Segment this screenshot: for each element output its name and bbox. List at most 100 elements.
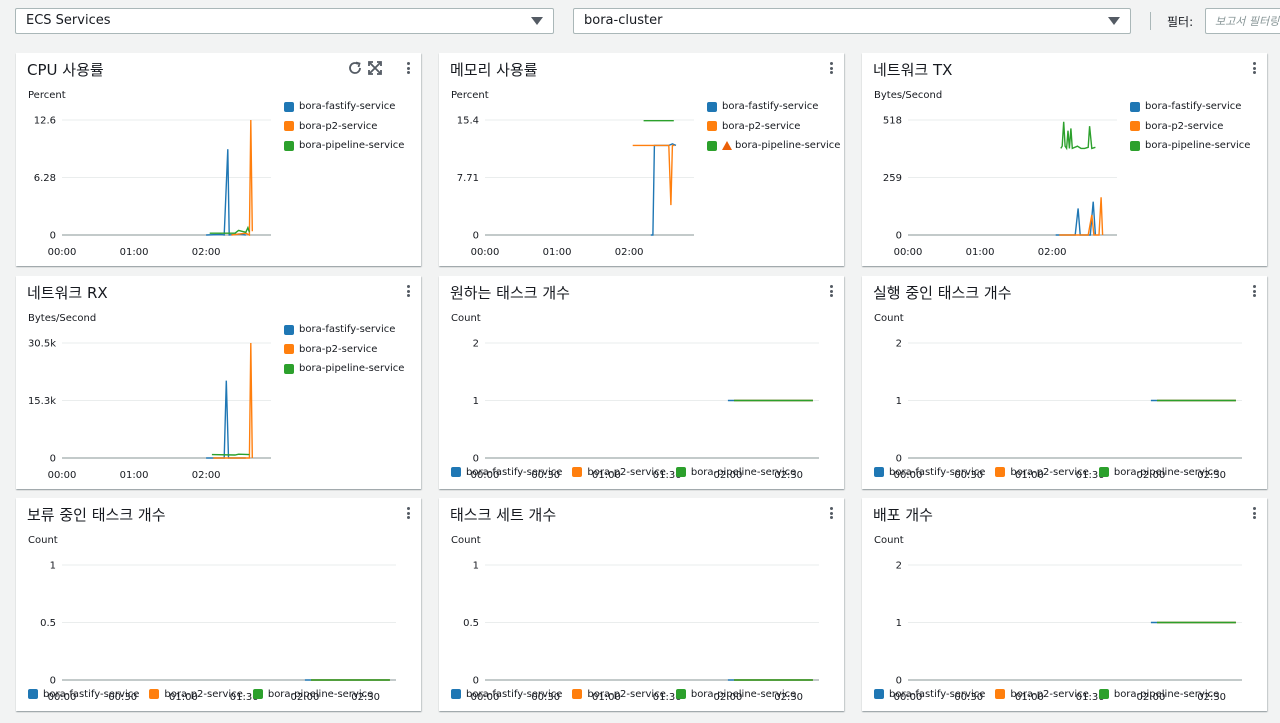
series-line [213, 342, 253, 459]
legend-label: bora-p2-service [587, 466, 666, 478]
legend-item[interactable]: bora-pipeline-service [675, 687, 796, 701]
x-tick-label: 01:30 [1076, 470, 1105, 481]
y-tick-label: 0 [50, 454, 56, 465]
x-tick-label: 02:00 [290, 692, 319, 703]
legend-item[interactable]: bora-fastify-service [284, 320, 421, 340]
kebab-menu-icon[interactable] [406, 507, 410, 519]
kebab-menu-icon[interactable] [406, 285, 410, 297]
legend-swatch [874, 689, 884, 699]
series-line [1059, 197, 1104, 236]
x-tick-label: 00:00 [894, 247, 923, 258]
kebab-menu-icon[interactable] [1252, 507, 1256, 519]
chart-legend: bora-fastify-service bora-p2-service bora-… [451, 465, 806, 479]
series-line [231, 119, 253, 237]
legend-item[interactable]: bora-p2-service [572, 465, 666, 479]
chart-legend: bora-fastify-service bora-p2-service bora-… [284, 97, 421, 156]
legend-swatch [252, 689, 263, 699]
legend-item[interactable]: bora-p2-service [284, 117, 421, 137]
legend-item[interactable]: bora-p2-service [572, 687, 666, 701]
chart-legend: bora-fastify-service bora-p2-service bora-… [874, 465, 1229, 479]
kebab-menu-icon[interactable] [1252, 285, 1256, 297]
x-tick-label: 01:00 [1015, 470, 1044, 481]
chart-panel: 배포 개수 Count 0 1 2 00:00 00:30 01:00 01:30 02:00 02… [862, 498, 1267, 711]
x-tick-label: 00:00 [471, 692, 500, 703]
fullscreen-icon[interactable] [367, 60, 383, 76]
panel-title: 원하는 태스크 개수 [450, 284, 570, 302]
refresh-icon[interactable] [347, 60, 363, 76]
legend-item[interactable]: bora-p2-service [1130, 117, 1267, 137]
legend-item[interactable]: bora-p2-service [284, 340, 421, 360]
service-select[interactable]: ECS Services [15, 8, 554, 34]
x-tick-label: 02:00 [713, 692, 742, 703]
legend-swatch [1130, 121, 1140, 132]
chart-legend: bora-fastify-service bora-p2-service bora-… [451, 687, 806, 701]
cluster-select[interactable]: bora-cluster [573, 8, 1131, 34]
chart-panel: 원하는 태스크 개수 Count 0 1 2 00:00 00:30 01:00 01:30 02… [439, 276, 844, 489]
filter-input[interactable] [1205, 8, 1280, 34]
legend-item[interactable]: bora-pipeline-service [1130, 136, 1267, 156]
chart-panel: CPU 사용률 Percent 0 6.28 12.6 00:00 01:00 02:00 bo… [16, 53, 421, 266]
x-tick-label: 01:00 [966, 247, 995, 258]
legend-item[interactable]: bora-fastify-service [451, 465, 562, 479]
legend-item[interactable]: bora-pipeline-service [284, 359, 421, 379]
legend-item[interactable]: bora-fastify-service [874, 465, 985, 479]
chart-plot: 0 1 2 00:00 00:30 01:00 01:30 02:00 02:30 [894, 339, 1242, 481]
legend-swatch [707, 101, 717, 112]
legend-item[interactable]: bora-pipeline-service [1098, 465, 1219, 479]
legend-item[interactable]: bora-fastify-service [874, 687, 985, 701]
chart-panel: 메모리 사용률 Percent 0 7.71 15.4 00:00 01:00 02:00 bo… [439, 53, 844, 266]
x-tick-label: 02:30 [1197, 470, 1226, 481]
x-tick-label: 00:30 [954, 692, 983, 703]
y-tick-label: 12.6 [34, 116, 56, 127]
legend-label: bora-pipeline-service [690, 466, 797, 478]
x-tick-label: 01:30 [653, 692, 682, 703]
y-tick-label: 6.28 [34, 173, 56, 184]
x-tick-label: 02:00 [615, 247, 644, 258]
legend-label: bora-fastify-service [889, 466, 986, 478]
legend-item[interactable]: bora-fastify-service [707, 97, 844, 117]
panel-title: 보류 중인 태스크 개수 [27, 506, 166, 524]
chevron-down-icon [1108, 17, 1120, 25]
kebab-menu-icon[interactable] [406, 62, 410, 74]
legend-item[interactable]: bora-pipeline-service [284, 136, 421, 156]
kebab-menu-icon[interactable] [1252, 62, 1256, 74]
x-tick-label: 00:30 [108, 692, 137, 703]
kebab-menu-icon[interactable] [829, 285, 833, 297]
legend-item[interactable]: bora-pipeline-service [675, 465, 797, 479]
legend-item[interactable]: bora-pipeline-service [707, 136, 844, 156]
chart-plot: 0 7.71 15.4 00:00 01:00 02:00 [457, 116, 694, 258]
y-tick-label: 0 [473, 454, 479, 465]
kebab-menu-icon[interactable] [829, 507, 833, 519]
series-line [209, 225, 251, 234]
legend-swatch [451, 689, 461, 699]
legend-label: bora-fastify-service [43, 688, 140, 700]
kebab-menu-icon[interactable] [829, 62, 833, 74]
x-tick-label: 02:30 [1197, 692, 1226, 703]
y-axis-unit: Percent [451, 90, 489, 101]
legend-item[interactable]: bora-pipeline-service [252, 687, 373, 701]
x-tick-label: 00:00 [48, 247, 77, 258]
legend-swatch [284, 344, 294, 355]
legend-item[interactable]: bora-fastify-service [284, 97, 421, 117]
legend-swatch [284, 140, 294, 151]
legend-item[interactable]: bora-p2-service [707, 117, 844, 137]
legend-label: bora-fastify-service [889, 688, 986, 700]
x-tick-label: 01:00 [543, 247, 572, 258]
panel-title: 네트워크 RX [27, 284, 108, 302]
legend-item[interactable]: bora-p2-service [995, 465, 1089, 479]
legend-label: bora-pipeline-service [735, 140, 841, 152]
legend-swatch [995, 467, 1006, 477]
legend-item[interactable]: bora-p2-service [995, 687, 1089, 701]
legend-item[interactable]: bora-p2-service [149, 687, 243, 701]
legend-swatch [284, 121, 294, 132]
legend-item[interactable]: bora-fastify-service [1130, 97, 1267, 117]
panel-title: 태스크 세트 개수 [450, 506, 557, 524]
legend-item[interactable]: bora-pipeline-service [1098, 687, 1219, 701]
x-tick-label: 02:30 [351, 692, 380, 703]
legend-label: bora-p2-service [299, 120, 378, 132]
x-tick-label: 02:30 [774, 692, 803, 703]
series-line [1060, 121, 1096, 151]
legend-item[interactable]: bora-fastify-service [28, 687, 139, 701]
legend-item[interactable]: bora-fastify-service [451, 687, 562, 701]
legend-swatch [995, 689, 1006, 699]
